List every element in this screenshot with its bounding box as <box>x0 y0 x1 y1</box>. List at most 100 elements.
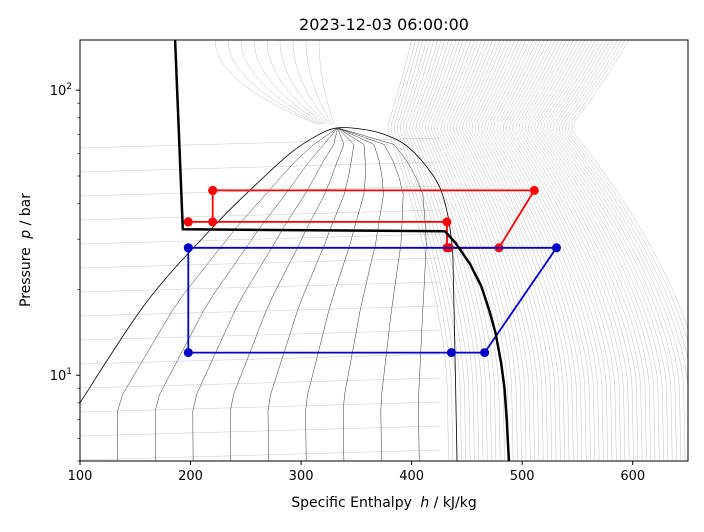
isotherm-line <box>468 40 561 461</box>
isotherm-line <box>214 40 317 125</box>
x-axis-label-name: Specific Enthalpy <box>291 495 412 511</box>
isotherm-line <box>487 40 587 461</box>
isotherm-line <box>253 40 324 125</box>
x-tick-label: 200 <box>178 469 203 484</box>
isotherm-line <box>266 40 326 125</box>
series-1-point <box>446 348 456 358</box>
isotherm-line <box>527 40 643 461</box>
series-1-point <box>183 348 193 358</box>
y-axis-label: Pressure p / bar <box>18 193 34 307</box>
series-0-point <box>442 217 452 227</box>
isotherm-line <box>434 40 514 461</box>
isotherm-line <box>80 353 441 365</box>
isotherm-line <box>515 40 626 461</box>
isotherm-line <box>549 40 673 461</box>
x-tick-label: 100 <box>68 469 93 484</box>
plot-frame <box>79 39 689 462</box>
isotherm-line <box>80 209 441 221</box>
isotherm-line <box>292 40 330 125</box>
quality-line <box>305 127 366 461</box>
isotherm-line <box>509 40 617 461</box>
isotherm-line <box>524 40 639 461</box>
quality-line <box>154 127 338 461</box>
isotherm-line <box>305 40 333 125</box>
series-1-line <box>187 246 558 354</box>
isotherm-line <box>462 40 553 461</box>
isotherm-line <box>471 40 565 461</box>
isotherm-line <box>512 40 621 461</box>
x-tick-label: 300 <box>289 469 314 484</box>
isotherm-line <box>459 40 548 461</box>
isotherm-line <box>80 161 441 173</box>
isotherm-line <box>562 40 688 402</box>
isotherm-line <box>537 40 656 461</box>
isotherm-line <box>456 40 544 461</box>
series-1-point <box>480 348 490 358</box>
isotherm-line <box>390 40 454 461</box>
isotherm-line <box>521 40 634 461</box>
isotherm-line <box>571 40 688 330</box>
x-tick-label: 400 <box>399 469 424 484</box>
isotherm-line <box>80 305 441 317</box>
series-0-point <box>208 185 218 195</box>
isotherm-line <box>490 40 591 461</box>
quality-line <box>117 127 338 461</box>
isotherm-line <box>481 40 578 461</box>
y-axis-label-symbol: p <box>18 230 34 240</box>
isotherm-line <box>474 40 570 461</box>
y-tick-label: 102 <box>50 82 72 99</box>
isotherm-line <box>452 40 540 461</box>
isotherm-line <box>80 329 441 341</box>
isotherm-line <box>387 40 449 461</box>
isotherm-line <box>240 40 321 125</box>
y-tick-label: 101 <box>50 367 72 384</box>
isotherm-line <box>80 401 441 413</box>
isotherm-line <box>428 40 505 461</box>
isotherm-line <box>431 40 510 461</box>
isotherm-line <box>396 40 462 461</box>
series-2-line <box>173 40 511 461</box>
x-axis-ticks: 100 200 300 400 500 600 <box>68 461 645 484</box>
isotherm-line <box>279 40 328 125</box>
isotherm-line <box>502 40 608 461</box>
property-lines <box>80 40 688 461</box>
isotherm-line <box>227 40 319 125</box>
x-axis-label: Specific Enthalpy h / kJ/kg <box>291 495 477 511</box>
y-axis-label-unit: / bar <box>18 193 34 226</box>
isotherm-line <box>543 40 664 461</box>
isotherm-line <box>568 40 688 344</box>
isotherm-line <box>484 40 583 461</box>
series-1-point <box>552 243 561 253</box>
series-1-point <box>183 243 193 253</box>
isotherm-line <box>465 40 557 461</box>
isotherm-line <box>565 40 688 361</box>
quality-line <box>230 127 345 461</box>
isotherm-line <box>80 425 441 437</box>
quality-line <box>337 127 384 461</box>
series-0-point <box>208 217 218 227</box>
x-axis-label-symbol: h <box>420 495 429 511</box>
series-0-point <box>529 185 539 195</box>
isotherm-line <box>80 257 441 269</box>
isotherm-line <box>518 40 630 461</box>
isotherm-line <box>80 449 441 461</box>
y-axis-label-name: Pressure <box>18 247 34 307</box>
isotherm-line <box>80 233 441 245</box>
isotherm-line <box>477 40 574 461</box>
isotherm-line <box>443 40 527 461</box>
isotherm-line <box>424 40 501 461</box>
isotherm-line <box>534 40 651 461</box>
isotherm-line <box>555 40 682 461</box>
chart-title: 2023-12-03 06:00:00 <box>299 15 469 34</box>
isotherm-line <box>546 40 669 461</box>
isotherm-line <box>437 40 518 461</box>
x-axis-label-unit: / kJ/kg <box>434 495 477 511</box>
isotherm-line <box>499 40 604 461</box>
isotherm-line <box>400 40 467 461</box>
isotherm-line <box>558 40 686 461</box>
quality-line <box>267 127 355 461</box>
series-group <box>173 40 561 461</box>
